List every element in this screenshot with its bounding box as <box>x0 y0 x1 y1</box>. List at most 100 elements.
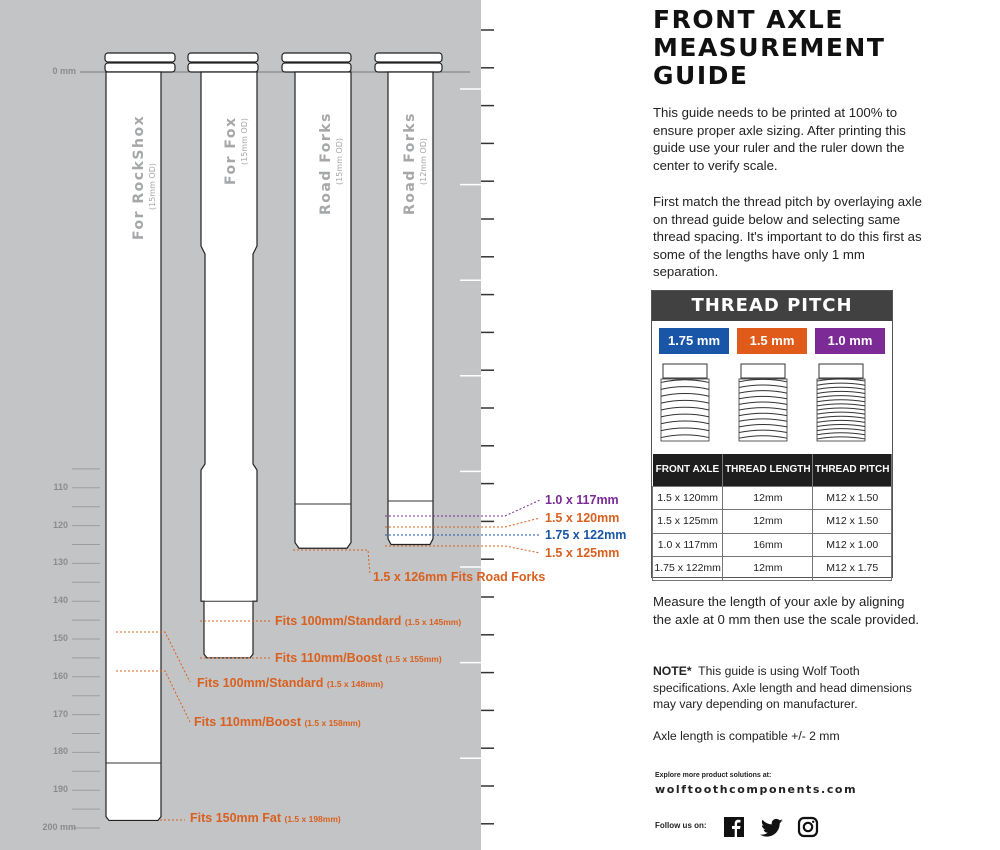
thread-intro-text: First match the thread pitch by overlayi… <box>653 194 923 280</box>
thread-pitch-title: THREAD PITCH <box>652 291 892 321</box>
axle-label: Road Forks (12mm OD) <box>402 112 430 215</box>
axle-sub: (15mm OD) <box>335 137 344 185</box>
axle-shaft <box>294 71 352 549</box>
callout-1-0x117: 1.0 x 117mm <box>545 493 619 507</box>
table-cell: 1.5 x 120mm <box>651 485 724 510</box>
compat-text: Axle length is compatible +/- 2 mm <box>653 729 840 743</box>
column-header: THREAD LENGTH <box>722 454 814 486</box>
callout-text: Fits 100mm/Standard <box>197 676 324 690</box>
page-title: FRONT AXLE MEASUREMENT GUIDE <box>653 6 885 90</box>
callout-text: Fits 110mm/Boost <box>275 651 382 665</box>
axle-head <box>374 52 443 63</box>
callout-text: Fits 150mm Fat <box>190 811 282 825</box>
axle-sub: (15mm OD) <box>240 117 249 165</box>
table-row: 1.5 x 120mm 12mm M12 x 1.50 <box>651 485 892 510</box>
callout-size: (1.5 x 155mm) <box>385 654 442 664</box>
note-label: NOTE* <box>653 664 692 678</box>
website-link[interactable]: wolftoothcomponents.com <box>655 783 858 796</box>
scale-zero-label: 0 mm <box>52 66 76 76</box>
table-cell: M12 x 1.50 <box>812 485 892 510</box>
axle-shaft <box>387 71 434 546</box>
scale-label: 150 <box>52 633 68 643</box>
instagram-icon[interactable] <box>797 816 819 838</box>
callout-rockshox-100: Fits 100mm/Standard (1.5 x 148mm) <box>197 676 383 690</box>
axle-label: For RockShox (15mm OD) <box>131 114 159 240</box>
callout-road-forks-126: 1.5 x 126mm Fits Road Forks <box>373 570 546 584</box>
callout-1-5x125: 1.5 x 125mm <box>545 546 620 560</box>
follow-label: Follow us on: <box>655 821 707 830</box>
table-cell: M12 x 1.00 <box>812 532 892 557</box>
column-header: FRONT AXLE <box>652 454 724 486</box>
callout-size: (1.5 x 145mm) <box>404 617 462 627</box>
callout-fat-150: Fits 150mm Fat (1.5 x 198mm) <box>190 811 341 825</box>
scale-label: 140 <box>52 595 68 606</box>
callout-size: (1.5 x 158mm) <box>304 718 361 728</box>
measure-text: Measure the length of your axle by align… <box>653 594 920 627</box>
axle-head <box>104 62 176 73</box>
explore-text: Explore more product solutions at: <box>655 772 772 779</box>
title-line: GUIDE <box>653 61 749 90</box>
axle-head <box>187 62 259 73</box>
title-line: FRONT AXLE <box>653 5 844 34</box>
column-header: THREAD PITCH <box>812 454 892 486</box>
scale-label: 130 <box>52 557 68 568</box>
note-body: This guide is using Wolf Tooth specifica… <box>653 664 912 711</box>
leader-line <box>385 517 541 528</box>
thread-illustration <box>816 363 866 442</box>
pitch-pill-1-75: 1.75 mm <box>659 328 729 354</box>
table-cell: 12mm <box>722 485 814 510</box>
axle-name: For RockShox <box>131 114 147 240</box>
twitter-icon[interactable] <box>760 818 783 837</box>
axle-head <box>281 52 352 63</box>
social-icons <box>724 816 819 838</box>
axle-head <box>187 52 259 63</box>
leader-line <box>116 670 191 723</box>
thread-illustration <box>660 363 710 442</box>
scale-label: 200 mm <box>42 822 76 832</box>
callout-text: Fits 110mm/Boost <box>194 715 301 729</box>
table-cell: M12 x 1.75 <box>812 556 892 581</box>
table-cell: 1.5 x 125mm <box>651 509 724 534</box>
axle-name: Road Forks <box>318 112 334 215</box>
leader-line <box>293 549 371 576</box>
scale-label: 180 <box>52 746 68 757</box>
table-row: 1.5 x 125mm 12mm M12 x 1.50 <box>651 509 892 534</box>
callout-1-75x122: 1.75 x 122mm <box>545 528 627 542</box>
scale-label: 120 <box>52 519 68 530</box>
table-row: 1.75 x 122mm 12mm M12 x 1.75 <box>651 556 892 581</box>
axle-shaft <box>105 71 162 822</box>
callout-rockshox-110: Fits 110mm/Boost (1.5 x 158mm) <box>194 715 361 729</box>
thread-pitch-card: THREAD PITCH 1.75 mm 1.5 mm 1.0 mm FRONT… <box>651 290 893 581</box>
callout-text: Fits 100mm/Standard <box>275 614 402 628</box>
table-cell: 12mm <box>722 556 814 581</box>
leader-line <box>385 545 541 554</box>
note-text: NOTE* This guide is using Wolf Tooth spe… <box>653 663 923 713</box>
axle-head <box>281 62 352 73</box>
callout-1-5x120: 1.5 x 120mm <box>545 511 620 525</box>
table-row: 1.0 x 117mm 16mm M12 x 1.00 <box>651 532 892 557</box>
callout-fox-110: Fits 110mm/Boost (1.5 x 155mm) <box>275 651 442 665</box>
table-cell: 1.75 x 122mm <box>651 556 724 581</box>
thread-table: FRONT AXLE THREAD LENGTH THREAD PITCH 1.5 … <box>651 454 892 581</box>
axle-label: For Fox (15mm OD) <box>223 116 251 185</box>
table-cell: 16mm <box>722 532 814 557</box>
table-header-row: FRONT AXLE THREAD LENGTH THREAD PITCH <box>652 454 892 486</box>
axle-name: Road Forks <box>402 112 418 215</box>
intro-text: This guide needs to be printed at 100% t… <box>653 105 906 173</box>
table-cell: 1.0 x 117mm <box>651 532 724 557</box>
axle-head <box>374 62 443 73</box>
leader-line <box>385 499 541 517</box>
callout-size: (1.5 x 198mm) <box>284 814 341 824</box>
leader-line <box>116 631 191 683</box>
callout-fox-100: Fits 100mm/Standard (1.5 x 145mm) <box>275 614 461 628</box>
title-line: MEASUREMENT <box>653 33 886 62</box>
scale-label: 190 <box>52 784 68 795</box>
callout-size: (1.5 x 148mm) <box>326 679 384 689</box>
axle-sub: (15mm OD) <box>148 162 157 210</box>
table-cell: 12mm <box>722 509 814 534</box>
axle-sub: (12mm OD) <box>419 137 428 185</box>
facebook-icon[interactable] <box>724 817 744 837</box>
scale-label: 170 <box>52 708 68 719</box>
table-cell: M12 x 1.50 <box>812 509 892 534</box>
